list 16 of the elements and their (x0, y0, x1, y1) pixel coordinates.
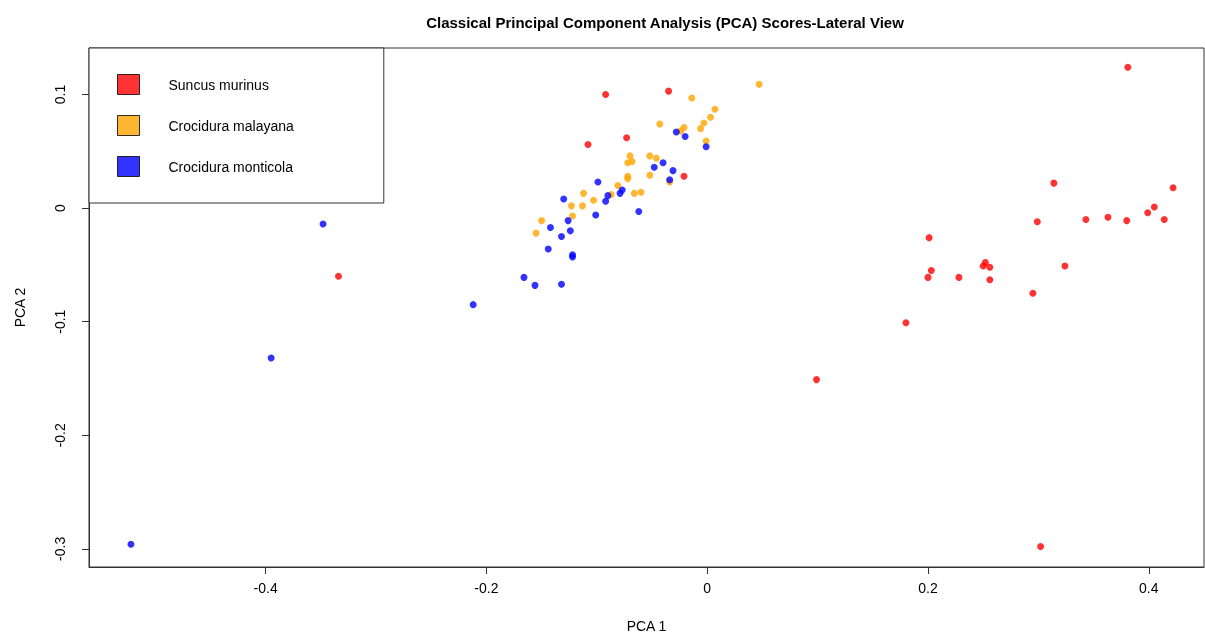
legend-label: Suncus murinus (168, 76, 269, 93)
legend-label: Crocidura monticola (168, 158, 294, 175)
chart-title: Classical Principal Component Analysis (PCA) Scores-Lateral View (426, 14, 905, 31)
y-axis-title: PCA 2 (12, 287, 28, 328)
x-axis-title: PCA 1 (626, 618, 667, 634)
y-tick-label: -0.1 (52, 309, 68, 334)
x-tick-label: 0 (703, 580, 712, 596)
x-tick-label: -0.4 (253, 580, 278, 596)
y-tick-label: -0.2 (52, 422, 68, 448)
y-tick-label: 0.1 (52, 84, 68, 105)
x-tick-label: 0.2 (918, 580, 938, 596)
legend-label: Crocidura malayana (168, 117, 294, 134)
y-tick-label: -0.3 (52, 536, 68, 561)
y-tick-label: 0 (52, 204, 68, 213)
x-tick-label: -0.2 (474, 580, 499, 596)
x-tick-label: 0.4 (1139, 580, 1159, 596)
